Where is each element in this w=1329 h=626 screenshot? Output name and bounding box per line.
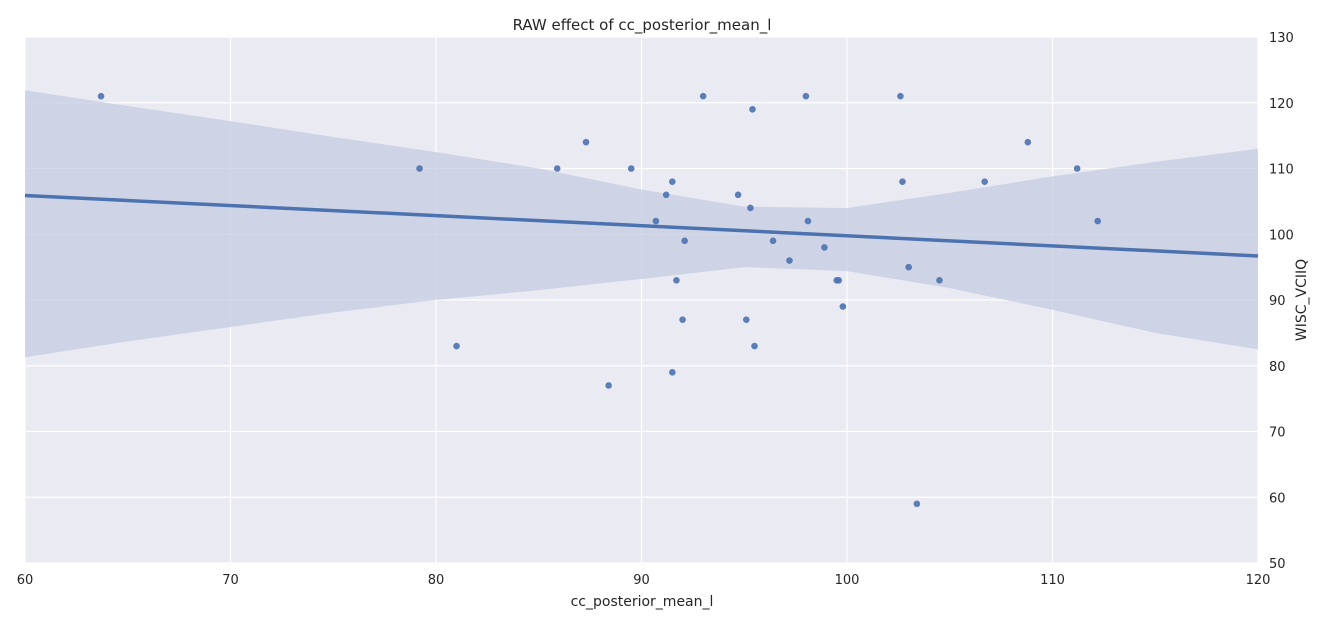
x-tick-labels: 60 70 80 90 100 110 120 [17,573,1271,588]
y-tick-label: 50 [1269,557,1286,572]
y-tick-label: 70 [1269,426,1286,441]
y-tick-labels: 50 60 70 80 90 100 110 120 130 [1269,31,1294,572]
regression-line-layer [24,193,1259,258]
x-tick-label: 60 [17,573,34,588]
data-point [905,263,912,271]
y-tick-label: 100 [1269,228,1294,243]
data-point [1094,217,1102,225]
x-tick-label: 90 [633,573,650,588]
data-point [747,204,754,212]
grid [24,36,1259,564]
confidence-band-layer [25,90,1258,358]
data-point [681,237,688,245]
data-point [679,316,686,324]
data-point [936,276,943,284]
x-tick-label: 120 [1246,573,1271,588]
data-point [699,92,707,100]
x-tick-label: 110 [1040,573,1065,588]
y-tick-label: 90 [1269,294,1286,309]
x-tick-label: 100 [835,573,860,588]
data-point [734,191,742,199]
data-point [553,165,561,172]
data-point [786,257,793,264]
data-point [652,217,660,225]
data-point [899,178,906,185]
data-point [97,92,105,100]
data-point [669,178,676,185]
data-point [1073,165,1081,172]
data-point [913,500,921,508]
y-tick-label: 120 [1269,97,1294,112]
data-point [751,342,758,350]
x-axis-label: cc_posterior_mean_l [571,594,714,610]
data-point [835,276,843,284]
data-point [627,165,635,172]
y-tick-label: 110 [1269,163,1294,178]
y-tick-label: 60 [1269,491,1286,506]
y-tick-label: 80 [1269,360,1286,375]
data-point [453,342,460,350]
data-point [897,92,904,100]
regression-line [24,193,1259,258]
data-point [582,138,590,146]
data-point [673,276,680,284]
data-point [662,191,670,199]
x-tick-label: 70 [222,573,239,588]
confidence-band [25,90,1258,358]
points-layer [97,92,1102,508]
data-point [839,303,847,310]
y-tick-label: 130 [1269,31,1294,46]
data-point [416,165,423,172]
y-axis-label: WISC_VCIIQ [1294,259,1310,341]
x-tick-label: 80 [428,573,445,588]
data-point [749,106,756,113]
data-point [802,92,810,100]
data-point [981,178,988,185]
data-point [804,217,812,225]
data-point [1024,138,1032,146]
data-point [605,382,612,389]
data-point [743,316,750,324]
chart-title: RAW effect of cc_posterior_mean_l [513,16,772,35]
data-point [669,369,676,376]
data-point [769,237,777,245]
data-point [821,244,828,251]
